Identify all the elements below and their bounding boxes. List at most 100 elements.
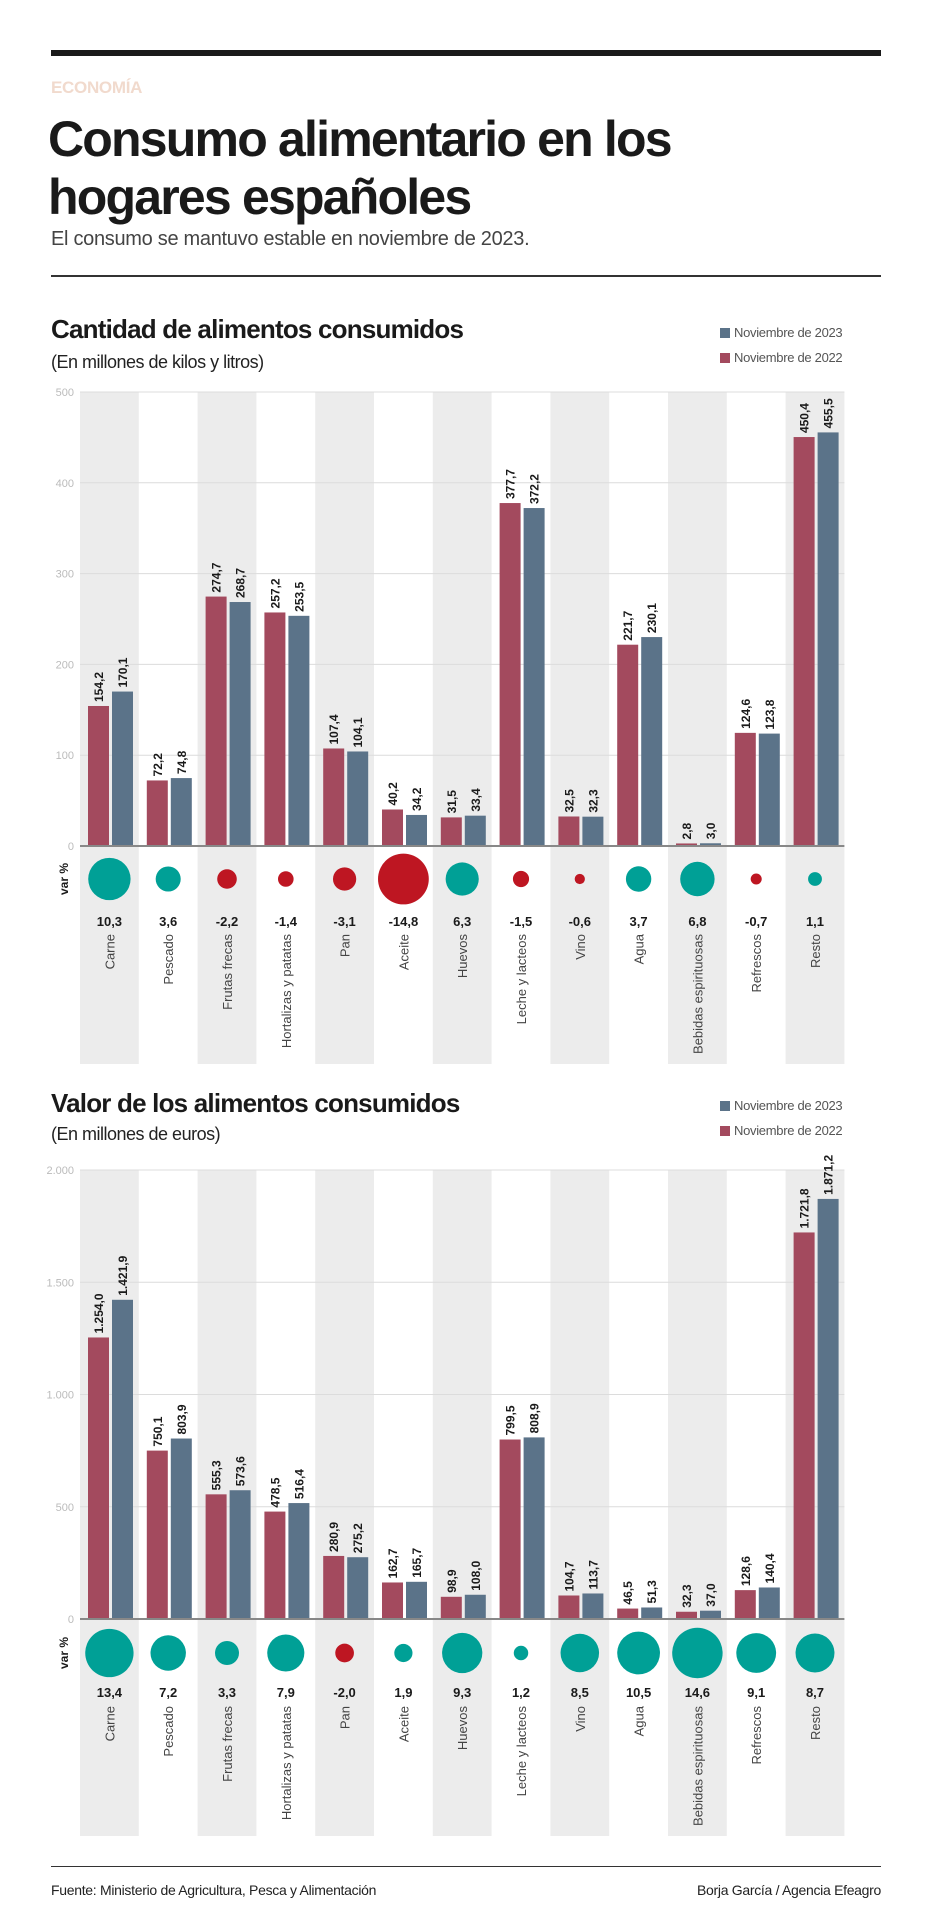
data-label: 377,7 xyxy=(504,469,518,499)
footer-rule xyxy=(51,1866,881,1867)
var-bubble xyxy=(625,866,652,892)
var-bubble xyxy=(442,1632,483,1674)
legend-swatch xyxy=(720,1125,730,1136)
page-subtitle: El consumo se mantuvo estable en noviemb… xyxy=(51,228,530,250)
y-tick-label: 400 xyxy=(56,478,74,490)
y-tick-label: 100 xyxy=(56,750,74,762)
data-label: 808,9 xyxy=(528,1403,542,1433)
bar-2023 xyxy=(523,1437,545,1619)
top-rule xyxy=(51,50,881,56)
var-bubble xyxy=(150,1635,186,1671)
var-bubble xyxy=(335,1643,354,1663)
bar-2022 xyxy=(205,596,227,846)
chart2-subtitle: (En millones de euros) xyxy=(51,1124,221,1144)
legend-swatch xyxy=(720,1100,730,1111)
var-bubble xyxy=(750,873,762,885)
bar-2023 xyxy=(641,1607,663,1619)
var-value: 6,3 xyxy=(453,914,471,929)
bar-2023 xyxy=(288,615,310,846)
data-label: 275,2 xyxy=(351,1523,365,1553)
column-band xyxy=(432,1170,492,1836)
data-label: 31,5 xyxy=(445,790,459,814)
bar-2022 xyxy=(734,1590,756,1619)
var-value: 10,3 xyxy=(97,914,122,929)
y-tick-label: 500 xyxy=(56,387,74,399)
bar-2023 xyxy=(112,691,133,846)
var-bubble xyxy=(215,1641,239,1665)
chart2-title: Valor de los alimentos consumidos xyxy=(51,1088,460,1118)
bar-2022 xyxy=(793,437,815,846)
bar-2022 xyxy=(499,503,521,846)
category-label: Huevos xyxy=(455,934,470,979)
var-value: 7,2 xyxy=(159,1685,177,1700)
data-label: 455,5 xyxy=(822,398,836,428)
var-value: -14,8 xyxy=(389,914,419,929)
data-label: 1.871,2 xyxy=(822,1155,836,1195)
data-label: 33,4 xyxy=(469,788,483,812)
bar-2023 xyxy=(641,637,663,846)
data-label: 280,9 xyxy=(327,1522,341,1552)
data-label: 32,3 xyxy=(586,789,600,813)
var-bubble xyxy=(277,871,294,887)
bar-2022 xyxy=(440,817,462,846)
bar-2022 xyxy=(88,1337,109,1619)
bar-2022 xyxy=(793,1232,815,1619)
var-bubble xyxy=(560,1633,600,1673)
category-label: Pan xyxy=(338,1706,353,1729)
data-label: 140,4 xyxy=(763,1553,777,1583)
var-value: 3,3 xyxy=(218,1685,236,1700)
var-bubble xyxy=(332,867,357,891)
legend-label: Noviembre de 2023 xyxy=(734,1098,843,1113)
data-label: 74,8 xyxy=(175,750,189,774)
var-value: -1,5 xyxy=(510,914,532,929)
data-label: 450,4 xyxy=(798,403,812,433)
data-label: 799,5 xyxy=(504,1405,518,1435)
category-label: Hortalizas y patatas xyxy=(279,934,294,1049)
bar-2023 xyxy=(817,1198,839,1619)
category-label: Vino xyxy=(573,934,588,960)
bar-2023 xyxy=(758,733,780,846)
bar-2023 xyxy=(700,1610,721,1619)
bar-2023 xyxy=(347,1557,369,1619)
data-label: 113,7 xyxy=(586,1560,600,1590)
legend-label: Noviembre de 2022 xyxy=(734,1123,843,1138)
var-axis-label: var % xyxy=(57,863,71,895)
bar-2023 xyxy=(406,814,427,846)
category-label: Refrescos xyxy=(749,934,764,993)
var-bubble xyxy=(574,873,585,885)
category-label: Bebidas espirituosas xyxy=(690,934,705,1054)
bar-2022 xyxy=(382,1582,403,1619)
data-label: 98,9 xyxy=(445,1569,459,1593)
var-bubble xyxy=(267,1634,305,1672)
bar-2023 xyxy=(464,815,486,846)
var-bubble xyxy=(88,857,131,901)
data-label: 372,2 xyxy=(528,474,542,504)
data-label: 37,0 xyxy=(704,1583,718,1607)
data-label: 1.254,0 xyxy=(92,1293,106,1333)
chart1-legend-2022: Noviembre de 2022 xyxy=(720,350,843,365)
bar-2023 xyxy=(229,602,251,846)
y-tick-label: 1.500 xyxy=(46,1277,74,1289)
y-tick-label: 0 xyxy=(68,841,74,853)
data-label: 104,1 xyxy=(351,717,365,747)
category-label: Frutas frecas xyxy=(220,1706,235,1782)
data-label: 162,7 xyxy=(386,1548,400,1578)
chart2-legend-2023: Noviembre de 2023 xyxy=(720,1098,843,1113)
var-bubble xyxy=(155,866,181,892)
var-value: -2,2 xyxy=(216,914,238,929)
var-value: 1,1 xyxy=(806,914,824,929)
bar-2022 xyxy=(558,816,580,846)
bar-2023 xyxy=(582,1593,604,1619)
var-value: 7,9 xyxy=(277,1685,295,1700)
var-value: -1,4 xyxy=(275,914,298,929)
data-label: 516,4 xyxy=(292,1469,306,1499)
data-label: 32,5 xyxy=(562,789,576,813)
bar-2022 xyxy=(323,1555,345,1619)
category-label: Carne xyxy=(102,934,117,969)
var-bubble xyxy=(394,1643,413,1663)
chart1-legend-2023: Noviembre de 2023 xyxy=(720,325,843,340)
category-label: Pescado xyxy=(161,1706,176,1757)
var-bubble xyxy=(513,1645,529,1661)
footer-credit: Borja García / Agencia Efeagro xyxy=(697,1882,881,1898)
